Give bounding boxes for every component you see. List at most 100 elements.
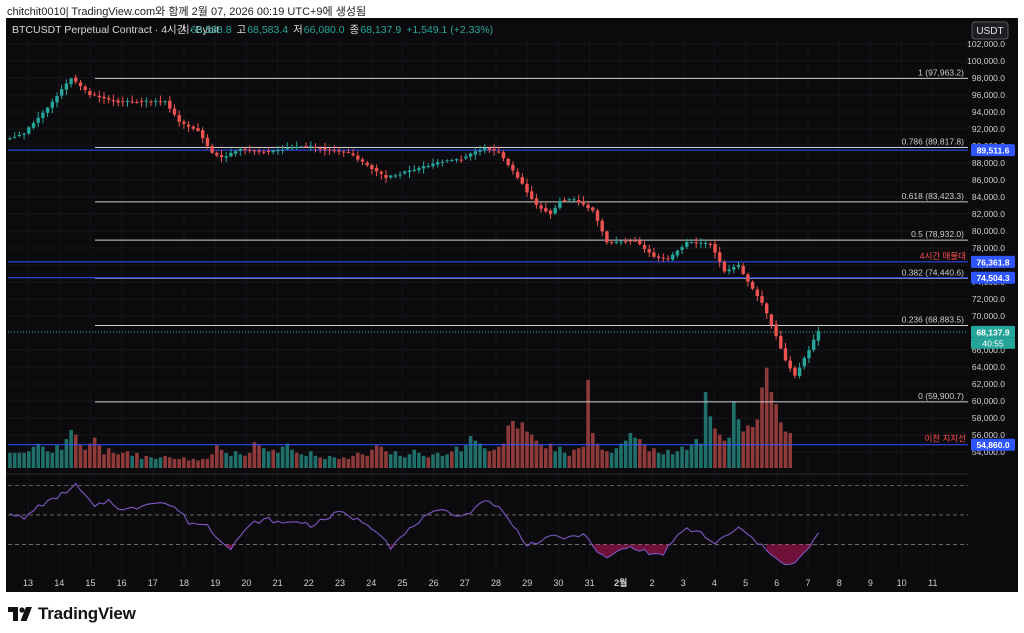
volume-bar <box>591 433 595 468</box>
volume-bar <box>247 452 252 468</box>
candle-body <box>487 147 492 150</box>
volume-bar <box>69 430 73 468</box>
candle-body <box>229 152 233 157</box>
volume-bar <box>736 419 741 468</box>
candle-body <box>807 350 811 359</box>
volume-bar <box>294 452 299 468</box>
price-tick-label: 86,000.0 <box>972 175 1005 185</box>
chart-caption: chitchit0010| TradingView.com와 함께 2월 07,… <box>7 6 367 18</box>
volume-bar <box>379 446 384 468</box>
currency-button[interactable]: USDT <box>971 21 1009 40</box>
price-tick-label: 102,000.0 <box>967 39 1005 49</box>
candle-body <box>266 151 271 153</box>
candlesticks <box>8 74 821 379</box>
candle-body <box>421 166 426 169</box>
candle-body <box>483 148 487 151</box>
candle-body <box>379 171 383 174</box>
volume-bar <box>788 433 792 468</box>
volume-bar <box>271 449 275 468</box>
tradingview-logo[interactable]: TradingView <box>8 603 136 625</box>
currency-label: USDT <box>976 26 1003 37</box>
candle-body <box>718 252 722 262</box>
candle-body <box>215 152 219 156</box>
volume-bar <box>224 452 228 468</box>
price-tick-label: 82,000.0 <box>972 209 1005 219</box>
volume-bar <box>144 455 149 468</box>
price-tag[interactable]: 54,860.0 <box>971 438 1015 451</box>
candle-body <box>55 96 59 103</box>
volume-bar <box>619 443 623 468</box>
volume-bar <box>92 437 97 468</box>
volume-bar <box>445 454 449 468</box>
volume-bar <box>351 455 355 468</box>
candle-body <box>638 240 642 245</box>
price-tick-label: 64,000.0 <box>972 362 1005 372</box>
candle-body <box>360 159 365 162</box>
volume-bar <box>55 445 59 468</box>
legend-value: +1,549.1 (+2.33%) <box>406 24 493 36</box>
volume-bar <box>374 445 379 468</box>
chart-canvas[interactable]: 1 (97,963.2) 0.786 (89,817.8) 0.618 (83,42… <box>6 18 1018 592</box>
candle-body <box>224 156 228 158</box>
candle-body <box>675 250 680 256</box>
candle-body <box>8 138 12 140</box>
volume-bar <box>299 454 304 468</box>
time-tick-label: 13 <box>23 578 33 588</box>
candle-body <box>88 91 92 96</box>
volume-bar <box>41 446 45 468</box>
legend-value: 66,080.0 <box>304 24 345 36</box>
candle-body <box>609 242 614 244</box>
candle-body <box>454 159 459 161</box>
volume-bar <box>497 446 501 468</box>
time-tick-label: 10 <box>897 578 907 588</box>
time-tick-label: 2 <box>649 578 654 588</box>
volume-bar <box>750 426 755 468</box>
candle-body <box>97 95 101 98</box>
candle-body <box>332 150 336 152</box>
chart-frame[interactable]: 1 (97,963.2) 0.786 (89,817.8) 0.618 (83,42… <box>6 18 1018 592</box>
time-tick-label: 29 <box>522 578 532 588</box>
candle-body <box>27 127 31 134</box>
volume-bar <box>398 455 402 468</box>
volume-bar <box>732 401 736 468</box>
time-tick-label: 4 <box>712 578 717 588</box>
candle-body <box>262 151 266 153</box>
candle-body <box>581 201 586 205</box>
horizontal-line-note: 4시간 매물대 <box>920 251 966 261</box>
candle-body <box>591 207 595 211</box>
volume-bar <box>520 422 525 468</box>
time-tick-label: 26 <box>429 578 439 588</box>
price-tick-label: 56,000.0 <box>972 430 1005 440</box>
candle-body <box>389 175 393 178</box>
volume-bar <box>318 457 322 468</box>
candle-body <box>708 243 712 245</box>
volume-bar <box>59 449 64 468</box>
price-tick-label: 98,000.0 <box>972 73 1005 83</box>
candle-body <box>779 335 783 349</box>
volume-bar <box>233 451 238 468</box>
candle-body <box>783 348 788 361</box>
time-tick-label: 15 <box>85 578 95 588</box>
candle-body <box>290 147 294 149</box>
candle-body <box>802 358 806 367</box>
volume-bar <box>685 449 689 468</box>
price-tag[interactable]: 76,361.8 <box>971 255 1015 268</box>
time-tick-label: 3 <box>681 578 686 588</box>
time-tick-label: 22 <box>304 578 314 588</box>
price-tag[interactable]: 89,511.6 <box>971 144 1015 157</box>
volume-bar <box>346 458 351 468</box>
volume-bar <box>633 437 637 468</box>
price-tick-label: 70,000.0 <box>972 311 1005 321</box>
volume-bar <box>97 445 102 468</box>
candle-body <box>370 165 374 170</box>
last-price-tag[interactable]: 68,137.9 <box>971 325 1015 338</box>
time-tick-label: 23 <box>335 578 345 588</box>
price-tag[interactable]: 74,504.3 <box>971 271 1015 284</box>
price-tick-label: 66,000.0 <box>972 345 1005 355</box>
candle-body <box>464 156 468 159</box>
candle-body <box>64 83 69 90</box>
volume-bar <box>609 452 614 468</box>
candle-body <box>172 108 177 115</box>
candle-body <box>567 199 571 201</box>
candle-body <box>271 150 275 153</box>
